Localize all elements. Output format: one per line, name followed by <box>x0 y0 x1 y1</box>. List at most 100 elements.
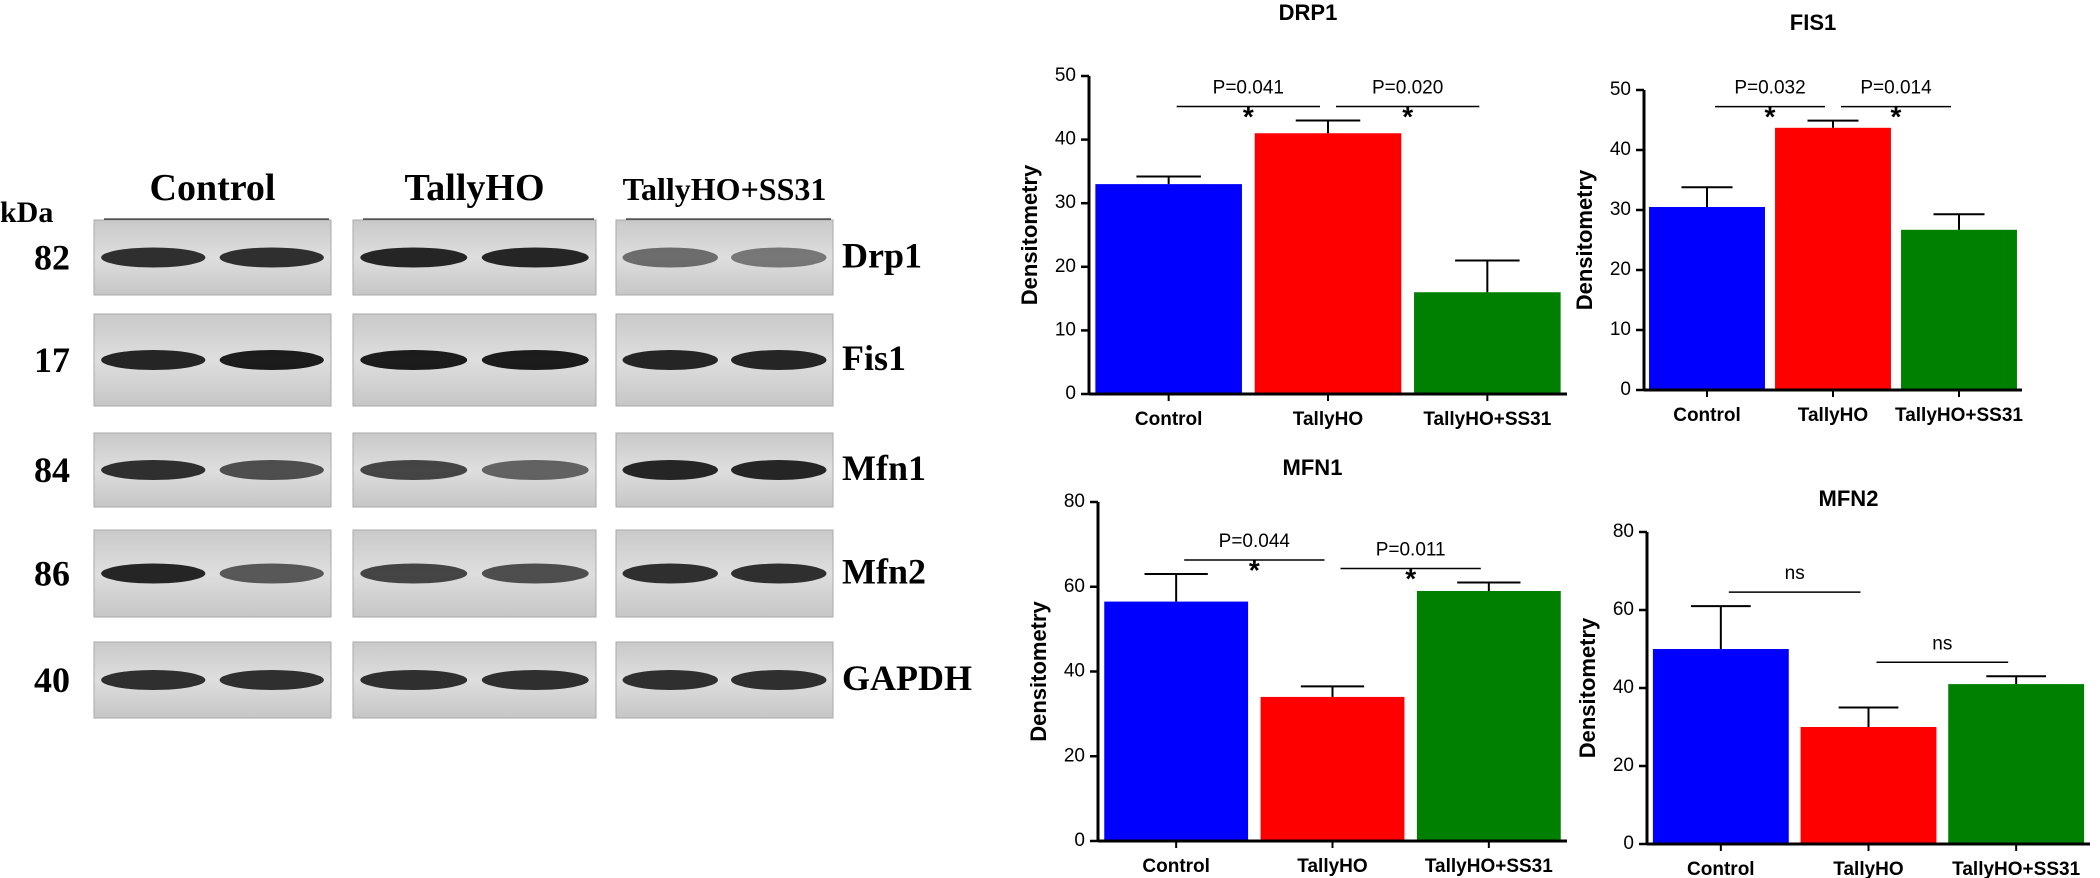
band <box>360 350 468 370</box>
band <box>481 563 589 584</box>
x-tick-label: TallyHO+SS31 <box>1425 856 1553 877</box>
y-tick-label: 20 <box>1610 259 1631 280</box>
y-tick-label: 20 <box>1055 256 1076 277</box>
x-tick-label: Control <box>1135 409 1203 430</box>
significance-mark: * <box>1405 563 1416 594</box>
bar <box>1416 590 1561 841</box>
group-label: TallyHO <box>404 167 544 209</box>
x-tick-label: TallyHO <box>1293 409 1363 430</box>
x-tick-label: Control <box>1142 856 1210 877</box>
bar <box>1414 292 1561 394</box>
group-label: TallyHO+SS31 <box>623 171 827 207</box>
significance-mark: * <box>1891 101 1902 132</box>
bar <box>1649 207 1765 390</box>
comparison-label: P=0.044 <box>1219 531 1291 552</box>
western-blot: kDa Control TallyHO TallyHO+SS31 82 Drp1 17 Fi… <box>0 167 972 719</box>
significance-mark: * <box>1243 101 1254 132</box>
x-tick-label: TallyHO <box>1798 405 1868 426</box>
band <box>219 350 324 370</box>
error-bar <box>1807 119 1859 128</box>
error-bar <box>1690 605 1751 649</box>
group-label: Control <box>150 167 276 209</box>
x-tick-label: Control <box>1687 859 1755 878</box>
chart-title: FIS1 <box>1790 10 1836 35</box>
x-tick-label: Control <box>1673 405 1741 426</box>
error-bar <box>1986 675 2047 685</box>
band <box>360 247 468 268</box>
y-axis-label: Densitometry <box>1575 617 1600 758</box>
error-bar <box>1144 573 1208 602</box>
chart-title: DRP1 <box>1279 0 1338 25</box>
bar <box>1901 229 2017 390</box>
x-tick-label: TallyHO <box>1297 856 1367 877</box>
y-tick-label: 40 <box>1055 129 1076 150</box>
comparison-label: ns <box>1932 633 1952 654</box>
y-tick-label: 0 <box>1623 833 1634 854</box>
significance-mark: * <box>1402 101 1413 132</box>
band <box>622 460 718 480</box>
band <box>360 670 468 690</box>
comparison-label: P=0.032 <box>1734 78 1805 99</box>
y-tick-label: 0 <box>1074 830 1085 851</box>
kda-label: 82 <box>34 238 70 278</box>
y-tick-label: 20 <box>1064 745 1085 766</box>
band <box>481 670 589 690</box>
bar-charts: DRP1 Densitometry 0 10 20 30 40 50 Control TallyH… <box>1017 0 2090 878</box>
y-tick-label: 40 <box>1610 139 1631 160</box>
y-tick-label: 50 <box>1610 79 1631 100</box>
band <box>219 247 324 268</box>
band <box>101 460 206 480</box>
error-bar <box>1457 581 1521 591</box>
bar <box>1254 133 1402 395</box>
y-tick-label: 40 <box>1064 661 1085 682</box>
error-bar <box>1681 186 1733 207</box>
x-tick-label: TallyHO+SS31 <box>1895 405 2023 426</box>
error-bar <box>1136 175 1201 185</box>
band <box>101 247 206 268</box>
bar <box>1260 696 1405 841</box>
band <box>360 563 468 584</box>
y-tick-label: 30 <box>1055 192 1076 213</box>
comparison-label: P=0.020 <box>1372 78 1443 99</box>
unit-label: kDa <box>0 196 53 229</box>
significance-mark: * <box>1249 554 1260 585</box>
bar <box>1104 601 1249 841</box>
error-bar <box>1838 706 1899 727</box>
band <box>481 460 589 480</box>
comparison-label: P=0.041 <box>1213 78 1284 99</box>
band <box>219 670 324 690</box>
kda-label: 40 <box>34 660 70 700</box>
bar <box>1095 184 1242 394</box>
y-tick-label: 60 <box>1613 599 1634 620</box>
error-bar <box>1300 685 1365 697</box>
error-bar <box>1455 259 1520 293</box>
band <box>101 670 206 690</box>
error-bar <box>1295 119 1361 134</box>
comparison-label: ns <box>1785 563 1805 584</box>
band <box>101 563 206 584</box>
x-tick-label: TallyHO <box>1833 859 1903 878</box>
y-axis-label: Densitometry <box>1017 164 1042 305</box>
band <box>219 460 324 480</box>
band <box>731 563 827 584</box>
y-axis-label: Densitometry <box>1026 600 1051 741</box>
comparison-label: P=0.011 <box>1376 540 1446 561</box>
y-tick-label: 40 <box>1613 677 1634 698</box>
band <box>731 670 827 690</box>
protein-label: Mfn2 <box>842 552 926 592</box>
y-tick-label: 50 <box>1055 65 1076 86</box>
y-tick-label: 0 <box>1065 383 1076 404</box>
band <box>481 350 589 370</box>
y-tick-label: 60 <box>1064 576 1085 597</box>
comparison-label: P=0.014 <box>1860 78 1932 99</box>
y-axis-label: Densitometry <box>1572 169 1597 310</box>
chart-title: MFN1 <box>1283 455 1343 480</box>
y-tick-label: 10 <box>1610 319 1631 340</box>
band <box>360 460 468 480</box>
bar <box>1652 649 1789 844</box>
x-tick-label: TallyHO+SS31 <box>1952 859 2080 878</box>
bar <box>1800 727 1937 844</box>
kda-label: 86 <box>34 554 70 594</box>
band <box>731 460 827 480</box>
error-bar <box>1933 213 1985 230</box>
